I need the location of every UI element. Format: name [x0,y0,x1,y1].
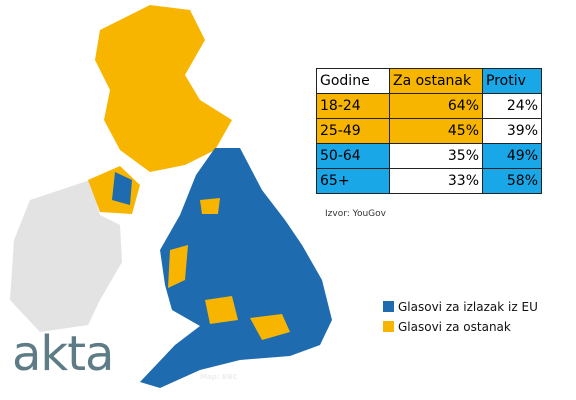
legend-label: Glasovi za ostanak [398,320,511,334]
table-cell: 50-64 [316,143,390,169]
header-cell: Protiv [482,68,542,94]
header-cell: Godine [316,68,390,94]
table-cell: 39% [482,118,542,144]
header-cell: Za ostanak [389,68,483,94]
remain-area [200,198,220,214]
table-cell: 25-49 [316,118,390,144]
northern-ireland-leave [112,172,132,205]
england-wales [140,148,332,388]
table-row: 50-64 35% 49% [316,143,542,169]
table-row: 18-24 64% 24% [316,93,542,119]
remain-area [168,245,188,288]
remain-area [205,296,238,324]
table-cell: 58% [482,168,542,194]
table-cell: 24% [482,93,542,119]
scotland [95,5,232,172]
table-cell: 45% [389,118,483,144]
legend-item: Glasovi za izlazak iz EU [383,300,538,314]
table-cell: 35% [389,143,483,169]
age-table: Godine Za ostanak Protiv 18-24 64% 24% 25-49 45… [316,68,542,194]
table-row: 65+ 33% 58% [316,168,542,194]
legend-item: Glasovi za ostanak [383,320,511,334]
table-cell: 33% [389,168,483,194]
table-cell: 65+ [316,168,390,194]
ireland [10,180,122,332]
remain-area [250,314,290,340]
table-cell: 18-24 [316,93,390,119]
table-cell: 64% [389,93,483,119]
table-row: 25-49 45% 39% [316,118,542,144]
legend-label: Glasovi za izlazak iz EU [398,300,538,314]
table-cell: 49% [482,143,542,169]
table-row: Godine Za ostanak Protiv [316,68,542,94]
logo: akta [12,326,114,382]
source: Izvor: YouGov [325,209,386,219]
map-credit: Map: BBC [200,373,238,381]
